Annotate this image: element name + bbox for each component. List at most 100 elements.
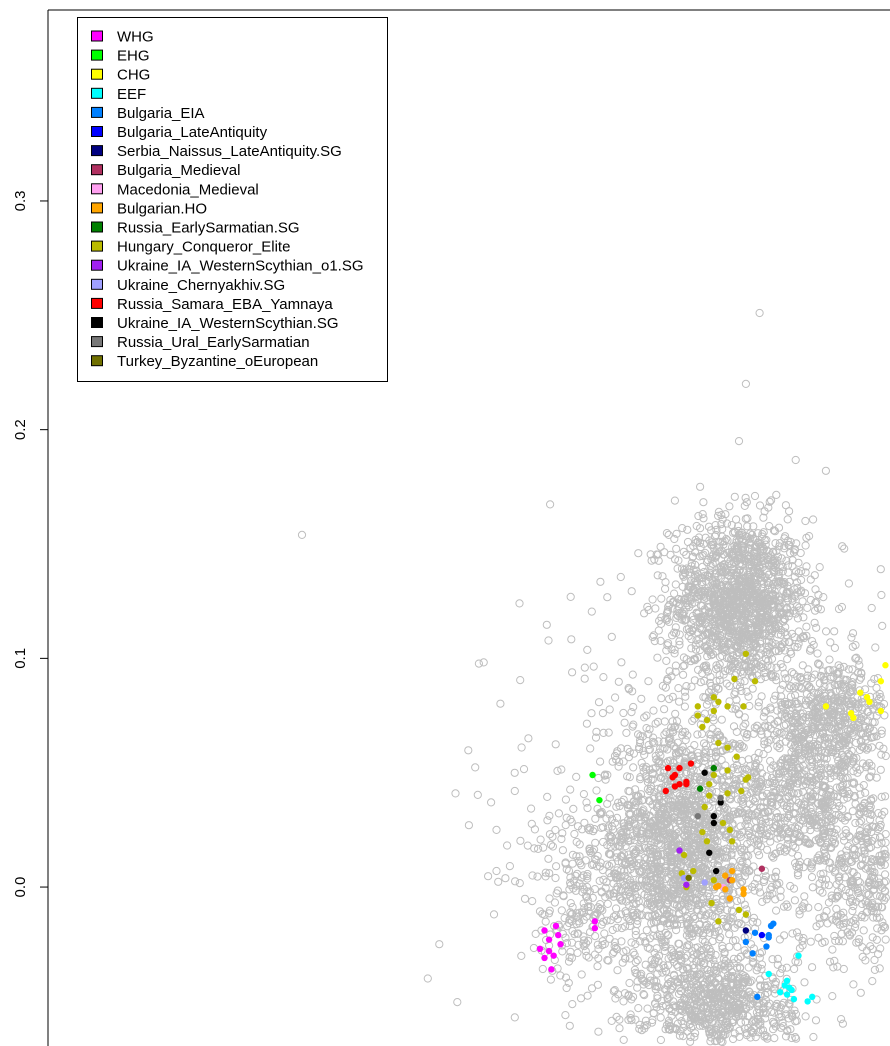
reference-point	[775, 596, 784, 605]
reference-point	[591, 733, 601, 742]
reference-point	[612, 755, 621, 764]
reference-point	[612, 904, 621, 913]
reference-point	[635, 744, 644, 754]
reference-point	[776, 969, 785, 978]
reference-point	[780, 931, 789, 940]
reference-point	[676, 1005, 685, 1015]
reference-point	[725, 942, 734, 951]
reference-point	[777, 705, 786, 714]
reference-point	[832, 768, 841, 777]
reference-point	[692, 905, 702, 914]
reference-point	[714, 616, 723, 625]
reference-point	[806, 787, 815, 796]
reference-point	[758, 629, 767, 638]
reference-point	[694, 511, 703, 521]
reference-point	[780, 580, 789, 589]
reference-point	[548, 832, 557, 841]
reference-point	[684, 902, 693, 911]
reference-point	[765, 497, 774, 506]
reference-point	[695, 538, 705, 548]
reference-point	[769, 562, 778, 572]
reference-point	[701, 663, 710, 672]
reference-point	[808, 637, 817, 646]
reference-point	[766, 624, 775, 634]
reference-point	[741, 585, 750, 594]
reference-point	[666, 857, 675, 867]
reference-point	[746, 990, 755, 999]
reference-point	[791, 455, 800, 465]
reference-point	[815, 563, 824, 572]
reference-point	[753, 721, 762, 730]
reference-point	[750, 665, 759, 674]
reference-point	[775, 608, 784, 617]
reference-point	[727, 785, 736, 794]
reference-point	[699, 980, 709, 989]
reference-point	[656, 636, 665, 646]
reference-point	[772, 490, 781, 499]
reference-point	[657, 619, 666, 629]
reference-point	[843, 787, 852, 796]
reference-point	[731, 687, 740, 697]
reference-point	[709, 594, 718, 603]
reference-point	[781, 532, 790, 541]
reference-point	[692, 538, 701, 547]
reference-point	[806, 778, 815, 787]
reference-point	[782, 711, 792, 720]
reference-point	[788, 776, 797, 786]
reference-point	[729, 780, 738, 790]
reference-point	[668, 1024, 677, 1033]
reference-point	[854, 656, 863, 665]
reference-point	[727, 973, 737, 982]
reference-point	[631, 910, 640, 920]
reference-point	[837, 759, 846, 768]
reference-point	[881, 751, 890, 761]
reference-point	[755, 620, 764, 630]
reference-point	[679, 547, 688, 557]
reference-point	[856, 737, 865, 746]
reference-point	[795, 837, 804, 846]
reference-point	[678, 524, 687, 533]
reference-point	[786, 731, 795, 740]
reference-point	[755, 888, 765, 897]
reference-point	[813, 707, 822, 717]
reference-point	[717, 715, 726, 724]
reference-point	[865, 724, 875, 733]
reference-point	[761, 672, 770, 682]
reference-point	[839, 662, 848, 671]
reference-point	[666, 843, 675, 852]
reference-point	[730, 580, 739, 590]
reference-point	[733, 648, 742, 657]
reference-point	[816, 870, 825, 879]
reference-point	[718, 561, 728, 570]
reference-point	[652, 799, 662, 808]
reference-point	[811, 598, 820, 608]
reference-point	[797, 675, 806, 685]
reference-point	[767, 793, 776, 802]
reference-point	[876, 765, 885, 774]
reference-point	[863, 707, 872, 716]
reference-point	[735, 683, 745, 692]
reference-point	[800, 766, 809, 775]
reference-point	[837, 696, 847, 706]
reference-point	[754, 702, 763, 711]
reference-point	[714, 585, 723, 594]
reference-point	[764, 807, 773, 816]
reference-point	[698, 577, 707, 587]
reference-point	[610, 818, 620, 828]
reference-point	[763, 1034, 772, 1043]
reference-point	[670, 555, 680, 564]
reference-point	[698, 562, 707, 572]
reference-point	[654, 550, 663, 559]
reference-point	[754, 626, 763, 635]
reference-point	[639, 990, 648, 999]
reference-point	[738, 535, 747, 544]
reference-point	[674, 556, 683, 565]
reference-point	[750, 659, 759, 668]
reference-point	[688, 954, 697, 963]
reference-point	[552, 862, 561, 871]
reference-point	[731, 810, 740, 819]
reference-point	[691, 1029, 700, 1038]
reference-point	[669, 948, 678, 957]
reference-point	[796, 548, 805, 558]
reference-point	[802, 533, 811, 542]
